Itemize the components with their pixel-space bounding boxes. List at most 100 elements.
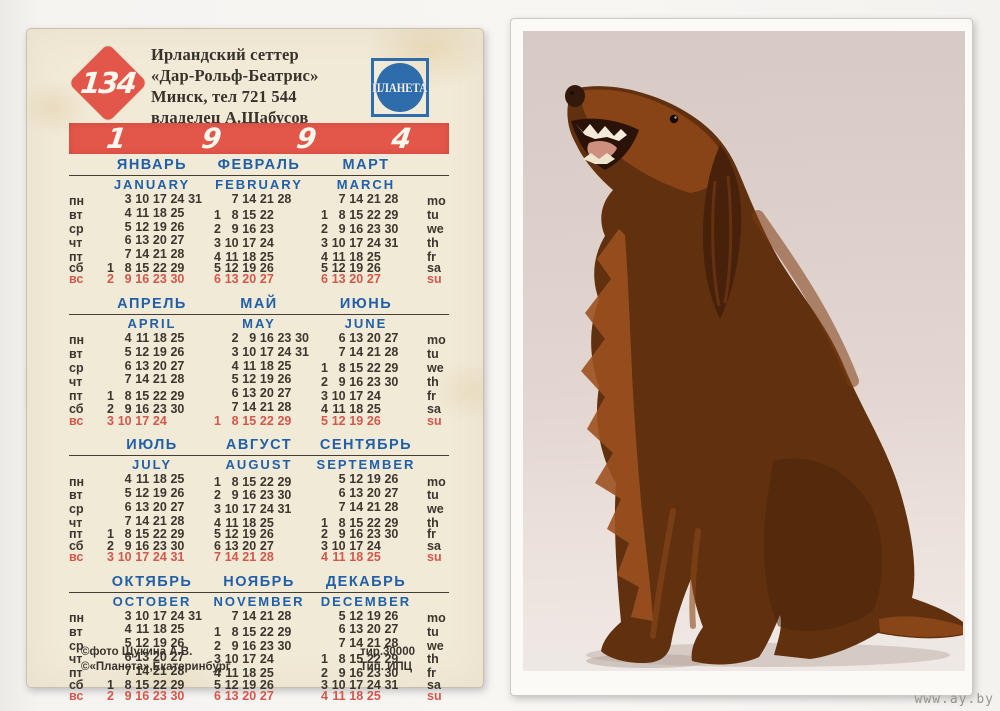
month-week-group: 5 12 19 26 xyxy=(316,609,416,622)
day-cell: 18 xyxy=(349,689,364,704)
day-cell: 17 xyxy=(349,677,364,692)
day-cell: 9 xyxy=(231,488,239,503)
day-cell xyxy=(209,374,221,385)
day-cell xyxy=(398,274,416,285)
day-cell: 9 xyxy=(338,374,346,389)
day-cell: 18 xyxy=(259,358,274,373)
day-cell: 21 xyxy=(259,399,274,414)
month-week-group: 4 11 18 25 xyxy=(102,622,202,637)
day-cell: 23 xyxy=(366,666,381,681)
day-cell: 8 xyxy=(231,624,239,639)
day-cell: 18 xyxy=(242,249,257,264)
month-names-en: APRIL MAY JUNE xyxy=(69,316,449,331)
day-cell: 23 xyxy=(366,374,381,389)
day-cell: 20 xyxy=(152,358,167,373)
day-cell: 30 xyxy=(277,488,292,503)
day-cell: 12 xyxy=(349,472,364,487)
day-cell xyxy=(291,252,309,263)
imprint-footer: ©фото Щукина А.В. ©«Планета»,Екатеринбург… xyxy=(69,645,449,675)
day-cell: 16 xyxy=(349,527,364,542)
year-digit: 1 xyxy=(104,121,129,155)
day-cell: 19 xyxy=(152,219,167,234)
day-cell: 17 xyxy=(152,608,167,623)
day-cell xyxy=(398,224,416,235)
day-cell xyxy=(274,691,292,702)
day-cell: 5 xyxy=(214,527,221,542)
day-cell: 7 xyxy=(124,513,132,528)
day-cell xyxy=(381,263,399,274)
day-cell xyxy=(398,518,416,529)
day-cell xyxy=(102,624,114,635)
day-label-ru: чт xyxy=(69,235,83,250)
day-cell: 15 xyxy=(242,624,257,639)
month-week-group: 3 10 17 24 31 xyxy=(102,550,202,565)
day-cell: 30 xyxy=(277,638,292,653)
imprint-left: ©фото Щукина А.В. ©«Планета»,Екатеринбург xyxy=(69,645,231,675)
day-label-en: tu xyxy=(427,347,439,362)
day-cell: 22 xyxy=(152,677,167,692)
day-cell xyxy=(316,347,328,358)
day-cell: 6 xyxy=(124,233,132,248)
day-cell: 25 xyxy=(170,622,185,637)
day-cell xyxy=(184,347,202,358)
day-cell: 4 xyxy=(214,666,221,681)
month-name-en: FEBRUARY xyxy=(215,177,303,192)
day-cell xyxy=(102,222,114,233)
day-cell: 25 xyxy=(366,550,381,565)
day-label-en: mo xyxy=(427,611,446,626)
day-cell: 12 xyxy=(135,485,150,500)
day-cell xyxy=(209,611,221,622)
day-cell xyxy=(398,252,416,263)
day-label-ru: чт xyxy=(69,652,83,667)
day-cell: 23 xyxy=(259,222,274,237)
day-cell: 14 xyxy=(135,247,150,262)
day-cell: 24 xyxy=(259,652,274,667)
day-cell: 19 xyxy=(242,261,257,276)
day-cell: 18 xyxy=(349,402,364,417)
day-cell xyxy=(398,263,416,274)
day-row: сб 2 9 16 23 30 6 13 20 27 3 10 17 24 sa xyxy=(69,539,449,552)
day-cell: 27 xyxy=(277,386,292,401)
day-cell: 7 xyxy=(214,550,221,565)
day-cell: 31 xyxy=(188,192,202,206)
day-cell: 7 xyxy=(338,344,346,359)
day-cell: 4 xyxy=(321,550,328,565)
day-cell: 15 xyxy=(242,208,257,223)
month-week-group: 7 14 21 28 xyxy=(316,500,416,513)
day-cell xyxy=(291,477,309,488)
month-week-group: 4 11 18 25 xyxy=(102,472,202,487)
day-cell xyxy=(291,529,309,540)
day-cell: 22 xyxy=(259,208,274,223)
day-cell: 12 xyxy=(224,261,239,276)
day-cell: 6 xyxy=(338,485,346,500)
day-row: вс 2 9 16 23 30 6 13 20 27 6 13 20 27 su xyxy=(69,272,449,287)
day-cell xyxy=(398,488,416,499)
day-cell: 31 xyxy=(170,550,185,565)
day-cell xyxy=(184,249,202,260)
day-cell: 24 xyxy=(277,344,292,359)
day-cell: 27 xyxy=(259,689,274,704)
day-cell xyxy=(398,347,416,358)
day-cell: 27 xyxy=(259,272,274,287)
month-week-group: 6 13 20 27 xyxy=(209,689,309,704)
month-week-group: 3 10 17 24 xyxy=(209,652,309,667)
month-week-group: 2 9 16 23 30 xyxy=(316,666,416,681)
day-cell xyxy=(184,374,202,385)
day-row: пн 4 11 18 25 2 9 16 23 30 6 13 20 27 mo xyxy=(69,331,449,346)
day-cell xyxy=(291,224,309,235)
month-week-group: 3 10 17 24 31 xyxy=(102,192,202,206)
day-label-ru: ср xyxy=(69,502,84,517)
day-cell xyxy=(184,541,202,552)
day-cell: 3 xyxy=(214,235,221,250)
day-cell: 25 xyxy=(170,472,185,487)
month-week-group: 2 9 16 23 30 xyxy=(102,690,202,703)
day-cell: 13 xyxy=(331,272,346,287)
day-cell: 31 xyxy=(277,502,292,517)
day-cell: 21 xyxy=(242,550,257,565)
day-cell: 26 xyxy=(170,485,185,500)
day-cell: 25 xyxy=(170,205,185,220)
day-cell: 2 xyxy=(321,527,328,542)
day-cell: 14 xyxy=(224,550,239,565)
day-cell: 19 xyxy=(349,261,364,276)
day-cell: 23 xyxy=(366,222,381,237)
